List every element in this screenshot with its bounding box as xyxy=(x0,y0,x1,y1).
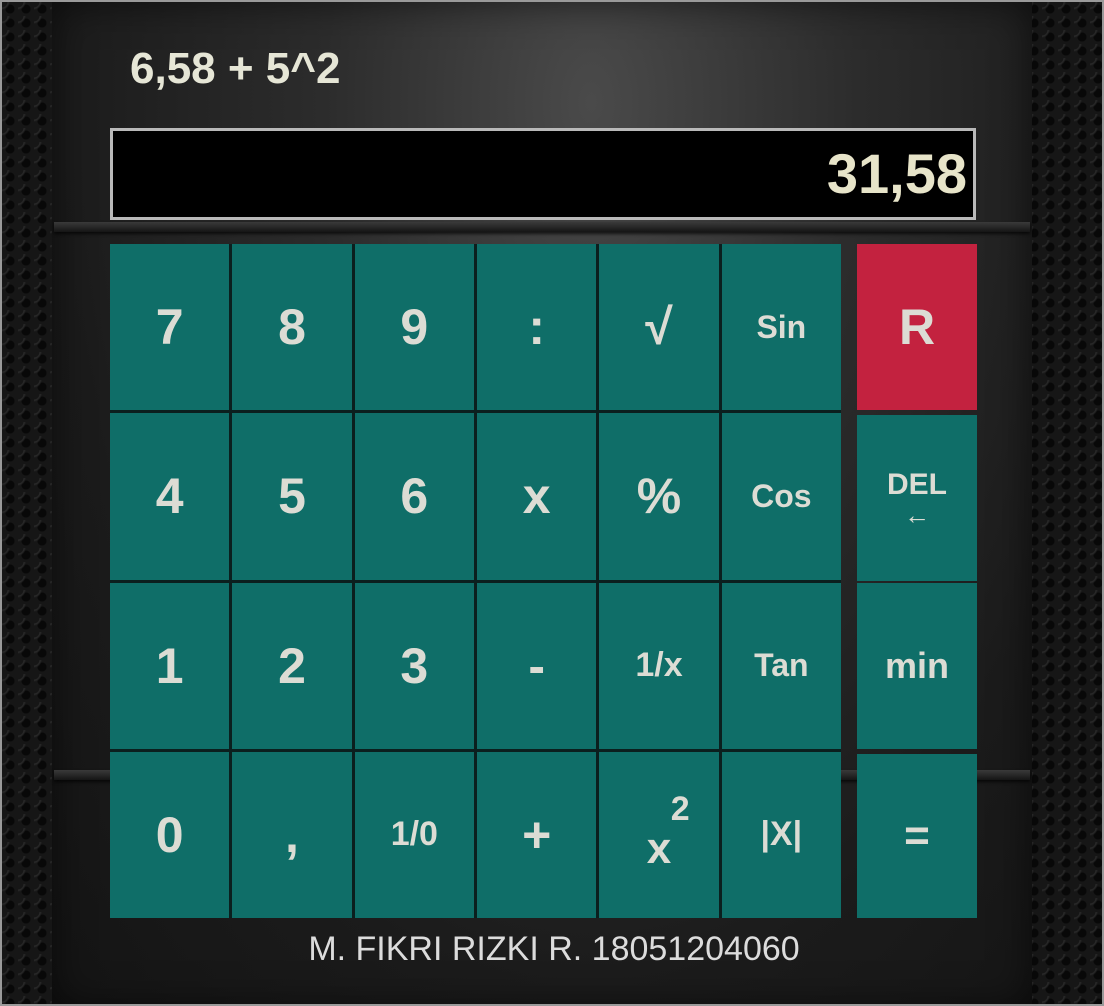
percent-button[interactable]: % xyxy=(599,413,719,580)
add-button[interactable]: + xyxy=(477,751,597,918)
square-label: x 2 xyxy=(647,790,690,873)
divide-button[interactable]: : xyxy=(477,244,597,411)
negate-min-button[interactable]: min xyxy=(857,583,977,749)
square-button[interactable]: x 2 xyxy=(599,751,719,918)
key-5[interactable]: 5 xyxy=(232,413,352,580)
delete-label: DEL xyxy=(887,468,947,501)
one-over-zero-button[interactable]: 1/0 xyxy=(354,751,474,918)
decimal-comma-button[interactable]: , xyxy=(232,751,352,918)
divider-top xyxy=(54,222,1030,232)
author-credit: M. FIKRI RIZKI R. 18051204060 xyxy=(308,930,800,968)
key-4[interactable]: 4 xyxy=(110,413,230,580)
multiply-button[interactable]: x xyxy=(477,413,597,580)
square-base: x xyxy=(646,823,672,873)
reciprocal-button[interactable]: 1/x xyxy=(599,582,719,749)
subtract-button[interactable]: - xyxy=(477,582,597,749)
key-6[interactable]: 6 xyxy=(354,413,474,580)
expression-history: 6,58 + 5^2 xyxy=(130,44,341,93)
sqrt-button[interactable]: √ xyxy=(599,244,719,411)
key-9[interactable]: 9 xyxy=(354,244,474,411)
backspace-arrow-icon: ← xyxy=(904,500,930,530)
tan-button[interactable]: Tan xyxy=(721,582,841,749)
key-8[interactable]: 8 xyxy=(232,244,352,411)
key-7[interactable]: 7 xyxy=(110,244,230,411)
key-0[interactable]: 0 xyxy=(110,751,230,918)
keypad: 7 8 9 : √ Sin 4 5 6 x % Cos 1 2 3 - 1/x … xyxy=(110,244,841,918)
sin-button[interactable]: Sin xyxy=(721,244,841,411)
square-exponent: 2 xyxy=(670,789,690,828)
reset-button[interactable]: R xyxy=(857,244,977,410)
key-1[interactable]: 1 xyxy=(110,582,230,749)
delete-button[interactable]: DEL ← xyxy=(857,415,977,581)
cos-button[interactable]: Cos xyxy=(721,413,841,580)
key-3[interactable]: 3 xyxy=(354,582,474,749)
key-2[interactable]: 2 xyxy=(232,582,352,749)
side-keys: R DEL ← min = xyxy=(857,244,977,918)
absolute-value-button[interactable]: |X| xyxy=(721,751,841,918)
equals-button[interactable]: = xyxy=(857,754,977,918)
result-display[interactable]: 31,58 xyxy=(110,128,976,220)
